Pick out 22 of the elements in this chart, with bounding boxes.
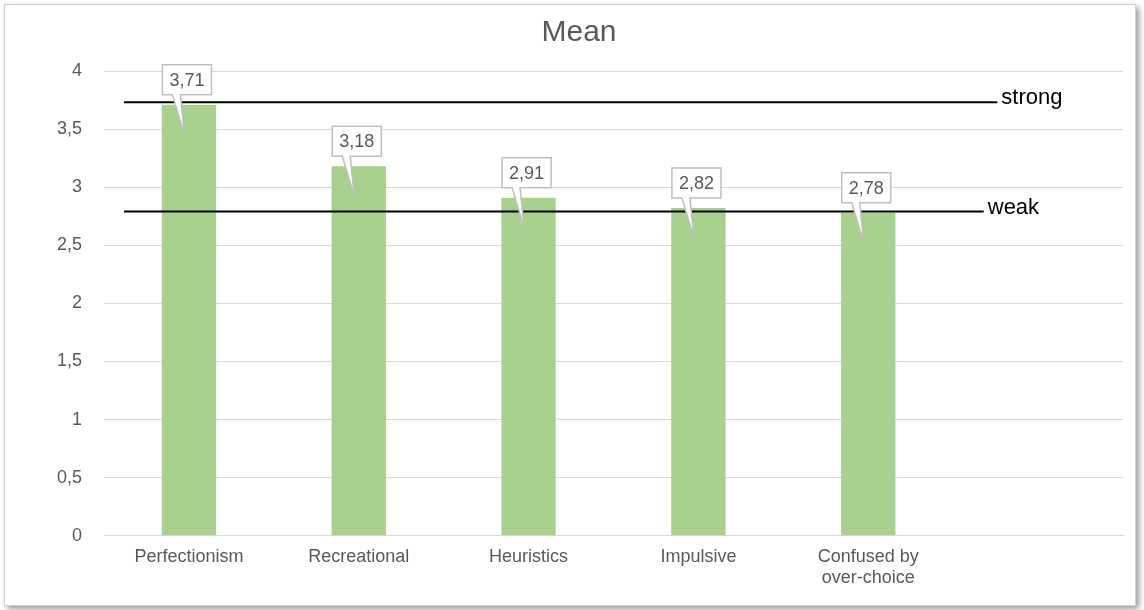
data-label: 3,18 [339,131,375,152]
y-tick-label: 1 [72,408,83,429]
data-label: 2,91 [509,162,545,183]
ref-line-label: weak [986,193,1041,219]
y-tick-label: 2 [72,292,83,313]
y-tick-label: 3,5 [56,118,83,139]
y-tick-label: 4 [72,59,83,80]
ref-line-label: strong [1001,84,1063,110]
y-tick-label: 0,5 [56,466,83,487]
x-tick-label: Perfectionism [134,545,244,566]
x-tick-label: Impulsive [660,545,737,566]
data-label: 2,82 [678,173,714,194]
chart-title: Mean [541,14,617,48]
x-tick-label: Recreational [308,545,410,566]
y-tick-label: 1,5 [56,350,83,371]
y-tick-label: 0 [72,524,83,545]
data-label: 2,78 [848,177,884,198]
x-tick-label: Confused by over-choice [817,545,919,588]
y-tick-label: 2,5 [56,234,83,255]
data-label: 3,71 [169,69,205,90]
y-tick-label: 3 [72,176,83,197]
x-tick-label: Heuristics [489,545,569,566]
